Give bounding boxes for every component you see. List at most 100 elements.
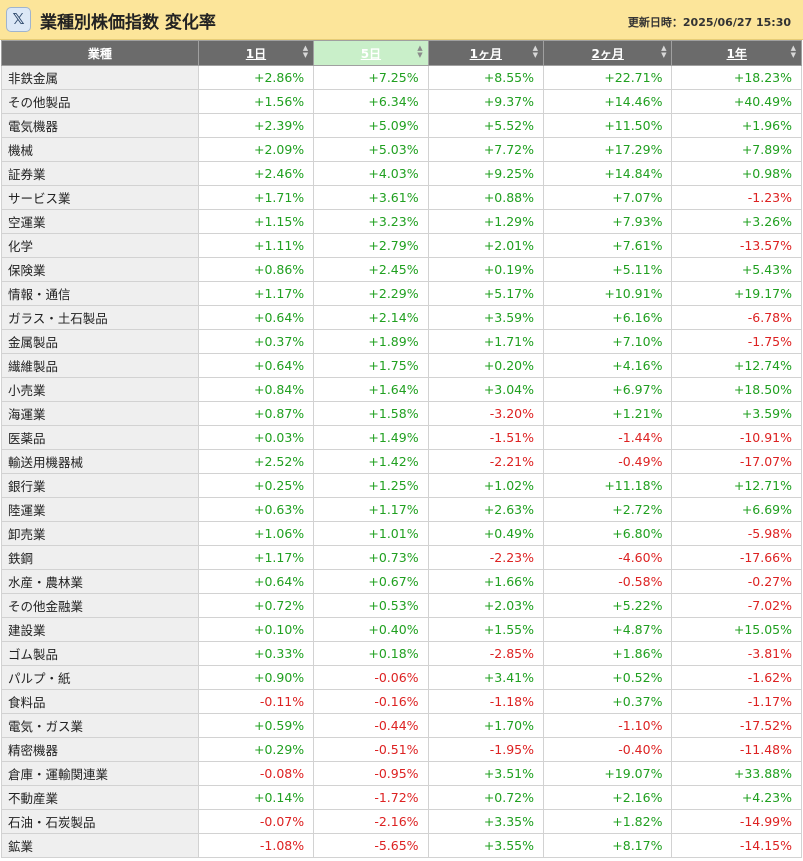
change-5d-cell: -2.16% bbox=[313, 809, 429, 834]
change-1d-cell: +1.15% bbox=[197, 209, 315, 234]
change-1m-cell: +1.66% bbox=[427, 569, 545, 594]
column-header-label[interactable]: 5日 bbox=[360, 46, 382, 61]
sector-name-cell: 電気・ガス業 bbox=[1, 713, 199, 738]
sector-name-cell: 繊維製品 bbox=[1, 353, 199, 378]
change-2m-cell: +11.18% bbox=[542, 473, 673, 498]
change-1d-cell: +0.37% bbox=[197, 329, 315, 354]
change-2m-cell: +7.93% bbox=[542, 209, 673, 234]
change-1m-cell: +9.37% bbox=[427, 89, 545, 114]
change-1y-cell: -13.57% bbox=[671, 233, 802, 258]
table-row: 小売業 +0.84% +1.64% +3.04% +6.97% +18.50% bbox=[1, 377, 802, 402]
sector-name-cell: 証券業 bbox=[1, 161, 199, 186]
sector-name-cell: パルプ・紙 bbox=[1, 665, 199, 690]
change-1y-cell: -10.91% bbox=[671, 425, 802, 450]
change-1d-cell: +0.29% bbox=[197, 737, 315, 762]
change-1y-cell: -1.17% bbox=[671, 689, 802, 714]
change-1m-cell: +1.70% bbox=[427, 713, 545, 738]
change-5d-cell: +5.09% bbox=[313, 113, 429, 138]
column-header-label: 業種 bbox=[87, 46, 112, 61]
change-1m-cell: +0.19% bbox=[427, 257, 545, 282]
change-1m-cell: +3.04% bbox=[427, 377, 545, 402]
column-header-label[interactable]: 1年 bbox=[726, 46, 747, 61]
table-row: 化学 +1.11% +2.79% +2.01% +7.61% -13.57% bbox=[1, 233, 802, 258]
change-5d-cell: +1.25% bbox=[313, 473, 429, 498]
table-row: 非鉄金属 +2.86% +7.25% +8.55% +22.71% +18.23% bbox=[1, 65, 802, 90]
change-1y-cell: +19.17% bbox=[671, 281, 802, 306]
change-5d-cell: +0.73% bbox=[313, 545, 429, 570]
sector-name-cell: 卸売業 bbox=[1, 521, 199, 546]
table-row: その他金融業 +0.72% +0.53% +2.03% +5.22% -7.02% bbox=[1, 593, 802, 618]
table-row: 銀行業 +0.25% +1.25% +1.02% +11.18% +12.71% bbox=[1, 473, 802, 498]
change-1d-cell: -0.08% bbox=[197, 761, 315, 786]
column-header-5d[interactable]: 5日 ▲ ▼ bbox=[313, 40, 429, 66]
change-1m-cell: -2.85% bbox=[427, 641, 545, 666]
change-2m-cell: +7.10% bbox=[542, 329, 673, 354]
column-header-1y[interactable]: 1年 ▲ ▼ bbox=[671, 40, 802, 66]
change-1m-cell: -1.95% bbox=[427, 737, 545, 762]
column-header-label[interactable]: 1日 bbox=[245, 46, 267, 61]
sort-arrows-icon[interactable]: ▲ ▼ bbox=[790, 44, 796, 59]
change-1d-cell: +0.64% bbox=[197, 305, 315, 330]
sector-name-cell: 陸運業 bbox=[1, 497, 199, 522]
change-1m-cell: +9.25% bbox=[427, 161, 545, 186]
table-row: 電気機器 +2.39% +5.09% +5.52% +11.50% +1.96% bbox=[1, 113, 802, 138]
sort-arrows-icon[interactable]: ▲ ▼ bbox=[661, 44, 667, 59]
column-header-label[interactable]: 2ヶ月 bbox=[591, 46, 624, 61]
change-1y-cell: +6.69% bbox=[671, 497, 802, 522]
sector-name-cell: 機械 bbox=[1, 137, 199, 162]
table-row: 鉱業 -1.08% -5.65% +3.55% +8.17% -14.15% bbox=[1, 833, 802, 858]
change-1d-cell: +0.59% bbox=[197, 713, 315, 738]
change-2m-cell: +1.21% bbox=[542, 401, 673, 426]
change-2m-cell: +11.50% bbox=[542, 113, 673, 138]
change-1d-cell: +0.03% bbox=[197, 425, 315, 450]
change-1d-cell: +2.09% bbox=[197, 137, 315, 162]
x-share-icon[interactable]: 𝕏 bbox=[6, 7, 31, 32]
change-1m-cell: +0.49% bbox=[427, 521, 545, 546]
change-1d-cell: +0.25% bbox=[197, 473, 315, 498]
change-2m-cell: +6.16% bbox=[542, 305, 673, 330]
change-1y-cell: +12.74% bbox=[671, 353, 802, 378]
change-5d-cell: +3.61% bbox=[313, 185, 429, 210]
change-1m-cell: +0.88% bbox=[427, 185, 545, 210]
sort-arrows-icon[interactable]: ▲ ▼ bbox=[417, 44, 423, 59]
change-1m-cell: -2.21% bbox=[427, 449, 545, 474]
change-2m-cell: +5.11% bbox=[542, 257, 673, 282]
sort-arrows-icon[interactable]: ▲ ▼ bbox=[302, 44, 309, 59]
change-1y-cell: +15.05% bbox=[671, 617, 802, 642]
change-1y-cell: -1.75% bbox=[671, 329, 802, 354]
column-header-1m[interactable]: 1ヶ月 ▲ ▼ bbox=[427, 40, 545, 66]
change-1m-cell: +7.72% bbox=[427, 137, 545, 162]
change-5d-cell: +6.34% bbox=[313, 89, 429, 114]
change-2m-cell: +14.84% bbox=[542, 161, 673, 186]
table-row: 機械 +2.09% +5.03% +7.72% +17.29% +7.89% bbox=[1, 137, 802, 162]
change-2m-cell: -4.60% bbox=[542, 545, 673, 570]
change-1d-cell: +2.39% bbox=[197, 113, 315, 138]
change-1m-cell: +5.17% bbox=[427, 281, 545, 306]
table-row: 金属製品 +0.37% +1.89% +1.71% +7.10% -1.75% bbox=[1, 329, 802, 354]
sector-name-cell: 化学 bbox=[1, 233, 199, 258]
column-header-2m[interactable]: 2ヶ月 ▲ ▼ bbox=[542, 40, 673, 66]
sector-name-cell: 医薬品 bbox=[1, 425, 199, 450]
sector-change-table: 業種 1日 ▲ ▼ 5日 ▲ ▼ 1ヶ月 ▲ ▼ 2ヶ月 ▲ ▼ 1年 ▲ ▼ bbox=[1, 40, 802, 858]
change-5d-cell: +1.42% bbox=[313, 449, 429, 474]
change-5d-cell: +2.14% bbox=[313, 305, 429, 330]
sort-arrows-icon[interactable]: ▲ ▼ bbox=[532, 44, 538, 59]
table-row: 水産・農林業 +0.64% +0.67% +1.66% -0.58% -0.27% bbox=[1, 569, 802, 594]
change-1d-cell: -1.08% bbox=[197, 833, 315, 858]
change-1y-cell: -17.66% bbox=[671, 545, 802, 570]
column-header-1d[interactable]: 1日 ▲ ▼ bbox=[197, 40, 315, 66]
change-1m-cell: +8.55% bbox=[427, 65, 545, 90]
change-1m-cell: -1.18% bbox=[427, 689, 545, 714]
sector-name-cell: 電気機器 bbox=[1, 113, 199, 138]
change-2m-cell: -1.10% bbox=[542, 713, 673, 738]
change-1m-cell: +3.59% bbox=[427, 305, 545, 330]
change-1d-cell: +1.06% bbox=[197, 521, 315, 546]
change-1d-cell: +0.63% bbox=[197, 497, 315, 522]
change-5d-cell: +2.79% bbox=[313, 233, 429, 258]
column-header-label[interactable]: 1ヶ月 bbox=[469, 46, 502, 61]
sector-name-cell: 小売業 bbox=[1, 377, 199, 402]
change-1d-cell: +0.72% bbox=[197, 593, 315, 618]
change-1y-cell: +12.71% bbox=[671, 473, 802, 498]
change-1y-cell: +0.98% bbox=[671, 161, 802, 186]
change-1y-cell: +5.43% bbox=[671, 257, 802, 282]
